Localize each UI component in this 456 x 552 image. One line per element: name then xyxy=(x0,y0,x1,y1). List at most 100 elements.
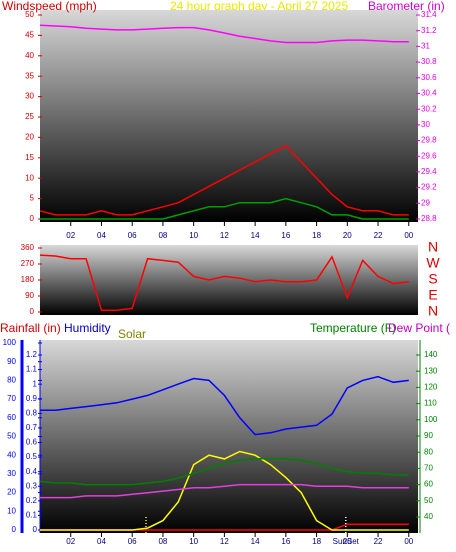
y-tick-label: 0 xyxy=(30,214,35,223)
x-tick-label: 14 xyxy=(251,537,260,546)
y-tick-label: 70 xyxy=(424,464,433,473)
y-tick-label: 0 xyxy=(12,525,17,534)
series-line xyxy=(40,450,409,531)
y-tick-label: 90 xyxy=(424,431,433,440)
x-tick-label: 18 xyxy=(312,537,321,546)
compass-label: W xyxy=(426,255,440,271)
y-tick-label: 29.2 xyxy=(421,183,437,192)
y-tick-label: 0 xyxy=(30,307,35,316)
series-line xyxy=(40,375,409,436)
x-tick-label: 12 xyxy=(220,231,229,240)
y-tick-label: 1 xyxy=(33,379,38,388)
x-tick-label: 10 xyxy=(189,537,198,546)
y-tick-label: 30.6 xyxy=(421,73,437,82)
y-tick-label: 30.2 xyxy=(421,104,437,113)
y-tick-label: 1.2 xyxy=(26,350,38,359)
x-tick-label: 04 xyxy=(97,231,106,240)
y-tick-label: 29.6 xyxy=(421,151,437,160)
y-tick-label: 140 xyxy=(424,350,438,359)
series-name: Rainfall (in) xyxy=(0,321,61,335)
y-tick-label: 130 xyxy=(424,366,438,375)
y-tick-label: 31.4 xyxy=(421,10,437,19)
x-tick-label: 10 xyxy=(189,231,198,240)
y-tick-label: 28.8 xyxy=(421,214,437,223)
series-line xyxy=(40,197,409,220)
y-tick-label: 110 xyxy=(424,399,437,408)
y-tick-label: 270 xyxy=(21,259,35,268)
series-name: Dew Point ( xyxy=(388,321,450,335)
y-tick-label: 0.4 xyxy=(26,467,38,476)
y-tick-label: 90 xyxy=(7,357,16,366)
x-tick-label: 00 xyxy=(404,231,413,240)
series-name: Solar xyxy=(118,327,146,341)
y-tick-label: 40 xyxy=(424,512,433,521)
marker-label: SunSet xyxy=(333,537,360,546)
series-name: Barometer (in) xyxy=(368,0,445,13)
y-tick-label: 25 xyxy=(25,112,34,121)
y-tick-label: 45 xyxy=(25,31,34,40)
y-tick-label: 29.8 xyxy=(421,136,437,145)
x-tick-label: 16 xyxy=(281,231,290,240)
x-tick-label: 18 xyxy=(312,231,321,240)
series-line xyxy=(40,483,409,499)
x-tick-label: 14 xyxy=(251,231,260,240)
y-tick-label: 0 xyxy=(33,525,38,534)
plot-background xyxy=(40,10,418,222)
y-tick-label: 100 xyxy=(424,415,438,424)
y-tick-label: 120 xyxy=(424,383,438,392)
y-tick-label: 0.5 xyxy=(26,452,38,461)
y-tick-label: 80 xyxy=(424,447,433,456)
y-tick-label: 180 xyxy=(21,275,35,284)
series-name: Humidity xyxy=(64,321,111,335)
compass-label: E xyxy=(428,287,437,303)
y-tick-label: 360 xyxy=(21,243,35,252)
compass-label: N xyxy=(428,303,438,319)
y-tick-label: 0.7 xyxy=(26,423,38,432)
y-tick-label: 40 xyxy=(25,51,34,60)
y-tick-label: 0.6 xyxy=(26,438,38,447)
compass-label: S xyxy=(428,271,437,287)
y-tick-label: 0.8 xyxy=(26,408,38,417)
x-tick-label: 08 xyxy=(158,231,167,240)
y-tick-label: 29 xyxy=(421,198,430,207)
x-tick-label: 20 xyxy=(343,537,352,546)
plot-background xyxy=(40,340,418,533)
y-tick-label: 60 xyxy=(424,480,433,489)
x-tick-label: 06 xyxy=(128,231,137,240)
chart-title: 24 hour graph day - April 27 2025 xyxy=(170,0,348,13)
y-tick-label: 31 xyxy=(421,41,430,50)
y-tick-label: 10 xyxy=(7,506,16,515)
x-tick-label: 12 xyxy=(220,537,229,546)
y-tick-label: 20 xyxy=(25,133,34,142)
series-name: Windspeed (mph) xyxy=(2,0,97,13)
y-tick-label: 29.4 xyxy=(421,167,437,176)
y-tick-label: 30 xyxy=(421,120,430,129)
x-tick-label: 02 xyxy=(66,231,75,240)
series-line xyxy=(39,144,409,216)
y-tick-label: 30.4 xyxy=(421,89,437,98)
compass-label: N xyxy=(428,239,438,255)
y-tick-label: 0.3 xyxy=(26,481,38,490)
y-tick-label: 0.9 xyxy=(26,394,38,403)
y-tick-label: 40 xyxy=(7,450,16,459)
x-tick-label: 22 xyxy=(374,537,383,546)
y-tick-label: 5 xyxy=(30,194,35,203)
y-tick-label: 50 xyxy=(25,10,34,19)
y-tick-label: 30 xyxy=(25,92,34,101)
y-tick-label: 10 xyxy=(25,173,34,182)
y-tick-label: 50 xyxy=(7,432,16,441)
series-line xyxy=(39,457,409,486)
y-tick-label: 70 xyxy=(7,394,16,403)
y-tick-label: 80 xyxy=(7,376,16,385)
x-tick-label: 16 xyxy=(281,537,290,546)
y-tick-label: 30.8 xyxy=(421,57,437,66)
y-tick-label: 60 xyxy=(7,413,16,422)
x-tick-label: 00 xyxy=(404,537,413,546)
x-tick-label: 08 xyxy=(158,537,167,546)
x-tick-label: 02 xyxy=(66,537,75,546)
y-tick-label: 1.1 xyxy=(26,365,38,374)
series-line xyxy=(39,24,409,44)
series-name: Temperature (F) xyxy=(310,321,396,335)
y-tick-label: 35 xyxy=(25,71,34,80)
